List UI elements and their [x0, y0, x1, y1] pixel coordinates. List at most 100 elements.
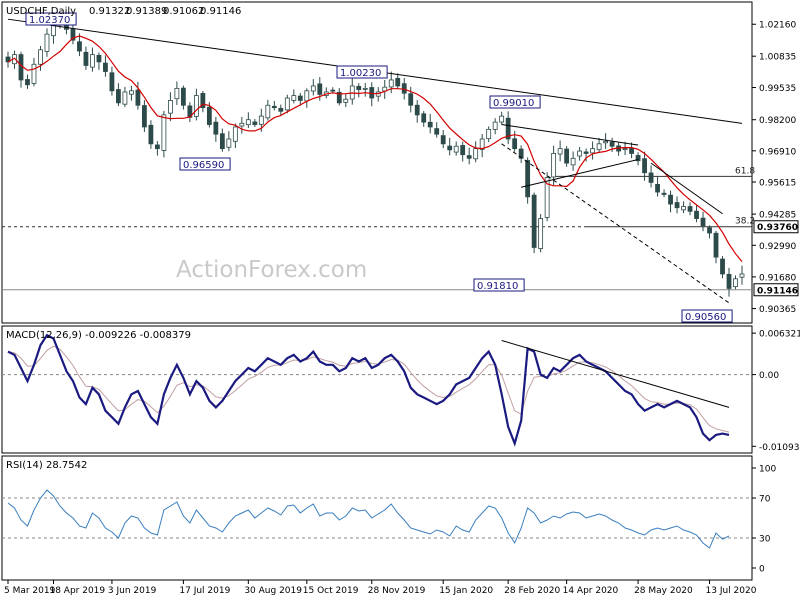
candle-body [148, 124, 154, 145]
candle-body [512, 138, 518, 150]
x-tick-label: 28 May 2020 [634, 586, 693, 596]
y-tick-label: 1.02160 [759, 21, 796, 31]
candle [310, 79, 316, 96]
candle [271, 100, 277, 111]
candle [492, 118, 498, 135]
candle [356, 83, 362, 98]
candle [538, 214, 544, 253]
candle [232, 123, 238, 148]
y-tick-label: 0.00 [759, 371, 779, 381]
y-tick-label: 0 [759, 565, 765, 575]
ohlc-open: 0.91322 [89, 6, 130, 17]
x-tick-label: 28 Feb 2020 [504, 586, 560, 596]
candle-body [330, 89, 336, 92]
x-tick-label: 14 Apr 2020 [563, 586, 619, 596]
annotation-text: 0.91810 [477, 281, 518, 292]
candle [239, 116, 245, 134]
candle-body [167, 100, 173, 114]
candle [336, 88, 342, 106]
price-annotation: 0.99010 [489, 95, 541, 109]
x-tick-label: 15 Jan 2020 [439, 586, 493, 596]
candle-body [96, 54, 102, 63]
candle-body [544, 177, 550, 218]
candle-body [440, 135, 446, 145]
price-annotation: 1.02370 [25, 12, 77, 26]
candle [291, 89, 297, 104]
annotation-text: 0.90560 [685, 312, 726, 323]
y-tick-label: 0.94285 [759, 211, 796, 221]
candle-body [258, 115, 264, 125]
candle-body [739, 273, 745, 278]
candle [707, 225, 712, 239]
candle [635, 152, 641, 166]
candle-body [564, 148, 570, 164]
y-tick-label: 70 [759, 495, 771, 505]
candle-body [499, 115, 505, 123]
candle-body [635, 155, 641, 162]
ohlc-high: 0.91389 [126, 6, 167, 17]
candle-body [453, 145, 459, 153]
candle [90, 47, 95, 72]
candle-body [174, 87, 180, 100]
current-price-label-box [753, 283, 799, 297]
candle-body [713, 232, 719, 258]
candle [129, 85, 134, 101]
candle [226, 131, 232, 152]
candle-body [213, 121, 219, 135]
candle [525, 157, 531, 204]
y-tick-label: 100 [759, 465, 776, 475]
candle-body [25, 79, 30, 86]
candle [297, 93, 303, 106]
candle [681, 201, 686, 214]
candle-body [161, 114, 167, 151]
candle-body [31, 63, 37, 84]
candle [434, 122, 440, 138]
candle [486, 126, 492, 143]
candle-body [551, 153, 557, 178]
candle-body [538, 218, 544, 249]
price-y-axis: 1.02160 1.00835 0.99535 0.98200 0.96910 0.956… [752, 21, 799, 315]
candle [590, 141, 596, 160]
candle-body [681, 206, 686, 211]
candle-body [687, 206, 693, 212]
watermark: ActionForex.com [176, 257, 367, 283]
candle [245, 112, 251, 129]
annotation-box [336, 65, 388, 79]
candle-body [304, 90, 310, 102]
y-tick-label: 0.98200 [759, 116, 796, 126]
candle [38, 45, 43, 71]
candle [180, 85, 186, 110]
y-tick-label: 0.92990 [759, 242, 796, 252]
candle [154, 141, 160, 156]
candle-body [655, 183, 660, 193]
macd-panel-frame [1, 325, 753, 454]
macd-y-axis: 0.006321 0.00 -0.010939 [752, 330, 800, 453]
candle [142, 100, 147, 132]
candle-body [473, 148, 479, 160]
candle-body [343, 98, 349, 103]
candle-body [726, 273, 732, 289]
x-tick-label: 5 Mar 2019 [4, 586, 56, 596]
candle-body [291, 95, 297, 101]
candle [447, 137, 453, 156]
candle-body [317, 83, 323, 95]
candle [531, 192, 537, 254]
candle-body [505, 117, 511, 140]
macd-lines [7, 333, 730, 447]
candle-body [525, 160, 531, 198]
candle-body [388, 79, 394, 88]
candle-body [135, 89, 141, 106]
candle-body [77, 41, 82, 52]
annotation-box [473, 278, 525, 292]
candle-body [239, 122, 245, 127]
candle [694, 205, 699, 223]
candle-body [252, 121, 258, 125]
candle-body [460, 145, 466, 156]
candle-body [531, 194, 537, 248]
candle [96, 52, 102, 70]
candle [648, 165, 654, 188]
macd-title: MACD(12,26,9) -0.009226 -0.008379 [6, 330, 191, 341]
x-tick-label: 18 Apr 2019 [49, 586, 105, 596]
candle [414, 100, 420, 123]
candle [733, 275, 738, 290]
